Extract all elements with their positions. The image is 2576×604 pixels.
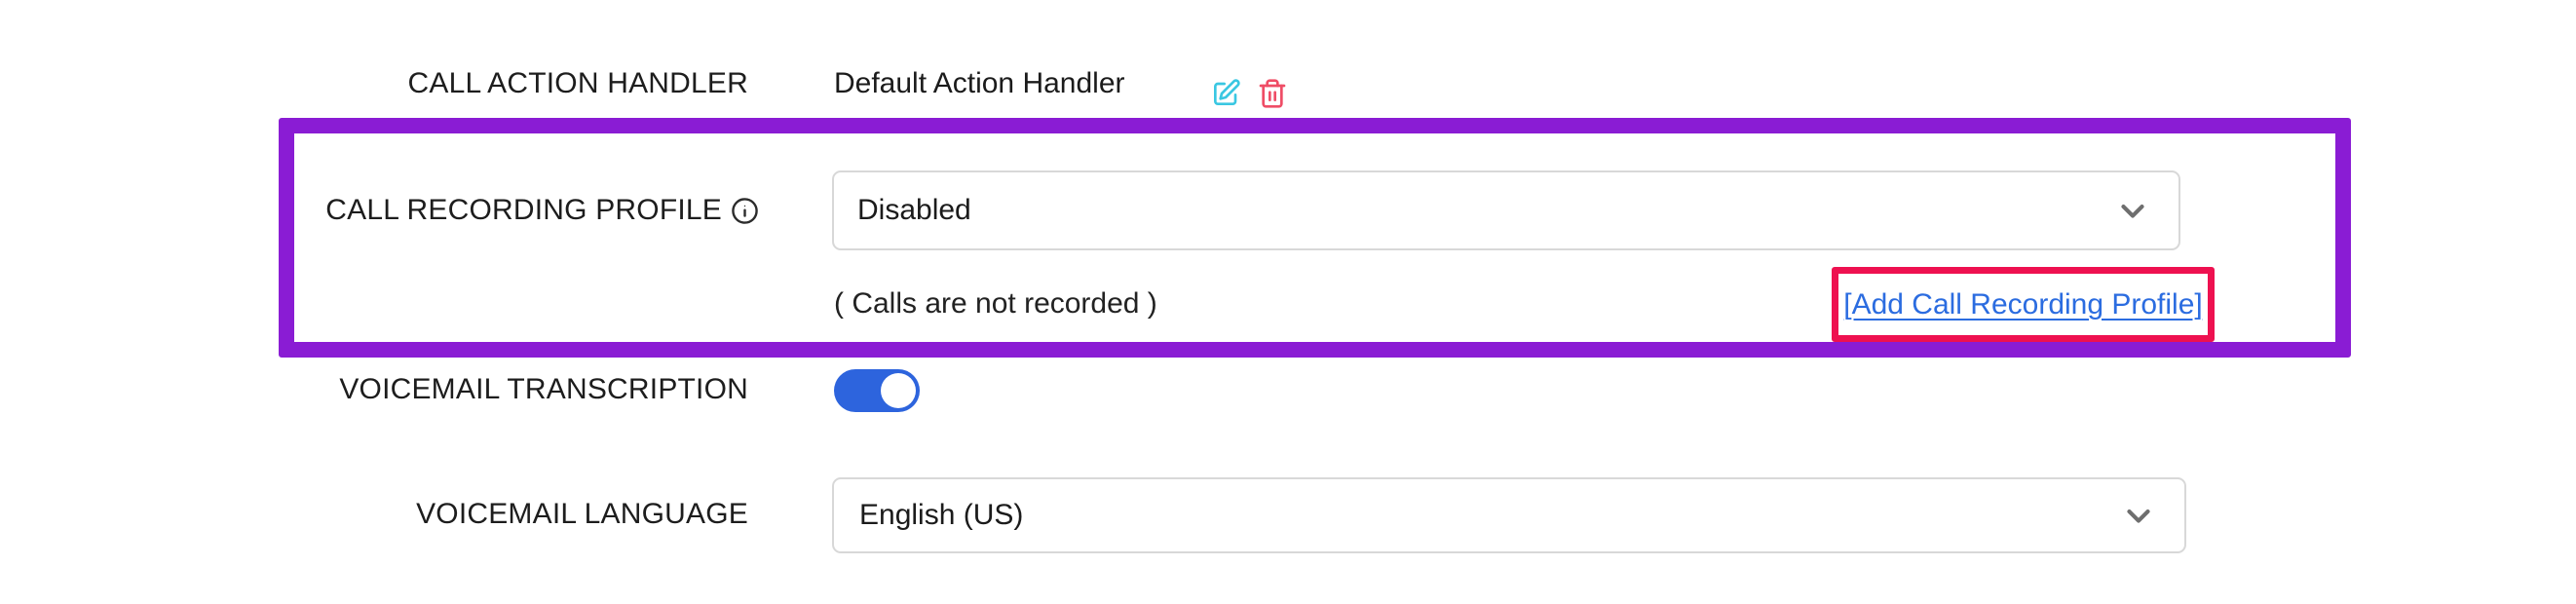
info-icon[interactable] bbox=[731, 197, 759, 225]
call-action-handler-value: Default Action Handler bbox=[834, 67, 1125, 99]
edit-icon[interactable] bbox=[1210, 78, 1241, 109]
recording-help-text: ( Calls are not recorded ) bbox=[834, 287, 1157, 320]
trash-icon[interactable] bbox=[1257, 78, 1288, 109]
chevron-down-icon bbox=[2120, 497, 2157, 534]
voicemail-language-select[interactable]: English (US) bbox=[832, 477, 2186, 553]
voicemail-transcription-toggle[interactable] bbox=[834, 369, 920, 412]
call-action-handler-label: CALL ACTION HANDLER bbox=[407, 67, 748, 99]
red-highlight-box: [Add Call Recording Profile] bbox=[1832, 267, 2215, 342]
call-recording-profile-selected-value: Disabled bbox=[857, 194, 971, 226]
call-recording-profile-label: CALL RECORDING PROFILE bbox=[325, 192, 759, 229]
voicemail-transcription-label: VOICEMAIL TRANSCRIPTION bbox=[339, 373, 748, 405]
voicemail-language-label: VOICEMAIL LANGUAGE bbox=[416, 498, 748, 530]
call-recording-profile-label-text: CALL RECORDING PROFILE bbox=[325, 194, 722, 226]
chevron-down-icon bbox=[2114, 192, 2151, 229]
toggle-knob bbox=[881, 373, 916, 408]
voicemail-language-selected-value: English (US) bbox=[859, 499, 1024, 531]
call-recording-profile-select[interactable]: Disabled bbox=[832, 170, 2180, 250]
add-call-recording-profile-link[interactable]: [Add Call Recording Profile] bbox=[1843, 287, 2203, 321]
